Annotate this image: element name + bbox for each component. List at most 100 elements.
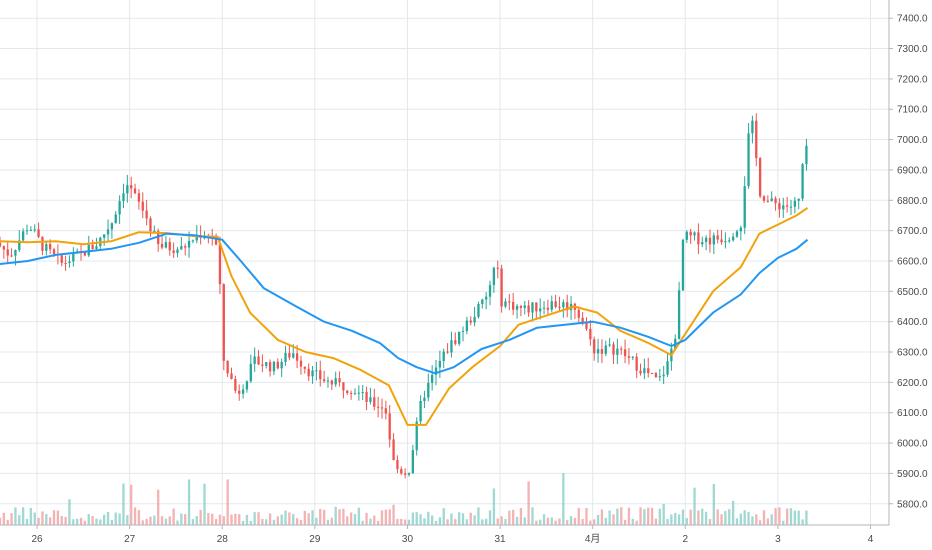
volume-bar [311,510,314,525]
candle-body [481,299,484,304]
candle-body [593,339,596,354]
candle-body [550,301,553,310]
candle-body [650,373,654,375]
volume-bar [199,509,202,525]
volume-bar [29,508,33,525]
candle-body [160,243,164,248]
candle-body [697,232,700,245]
volume-bar [442,508,445,525]
candle-body [110,223,114,230]
candle-body [334,378,337,385]
candle-body [64,262,67,264]
volume-bar [272,519,276,525]
volume-bar [45,514,48,525]
candle-body [238,390,241,394]
volume-bar [95,518,98,525]
y-tick-label: 6700.0 [897,226,928,237]
y-tick-label: 7100.0 [897,105,928,116]
volume-bar [527,481,530,525]
volume-bar [369,518,372,525]
volume-bar [458,512,461,525]
candle-body [770,198,773,202]
candle-body [712,235,715,245]
volume-bar [593,519,596,525]
candle-body [782,205,785,210]
candle-body [500,268,503,307]
volume-bar [465,519,469,525]
candle-body [365,392,368,402]
volume-bar [157,489,160,525]
volume-bar [492,488,496,525]
candle-body [45,244,48,251]
volume-bar [627,507,631,525]
volume-bar [203,483,206,525]
x-tick-label: 31 [495,534,507,545]
candle-body [218,244,222,285]
volume-bar [284,510,287,525]
candle-body [461,331,465,333]
candle-body [762,196,766,201]
volume-bar [160,516,164,525]
candle-body [153,230,156,232]
y-tick-label: 6400.0 [897,317,928,328]
candle-body [616,348,619,355]
volume-bar [758,520,762,525]
y-tick-label: 7300.0 [897,44,928,55]
candle-body [376,406,380,408]
volume-bar [620,507,623,525]
volume-bar [585,507,588,525]
candle-body [677,290,681,339]
volume-bar [535,520,538,525]
candle-body [531,302,534,313]
candle-body [681,239,685,291]
volume-bar [747,511,750,525]
volume-bar [430,515,434,525]
volume-bar [558,518,561,525]
volume-bar [261,518,264,525]
volume-bar [153,515,156,525]
volume-bar [33,512,36,525]
volume-bar [608,510,611,525]
y-tick-label: 7000.0 [897,135,928,146]
volume-bar [52,510,56,525]
candle-body [265,362,268,366]
volume-bar [604,517,607,525]
volume-bar [647,507,650,525]
candle-body [37,229,40,237]
candle-body [647,368,650,374]
volume-bar [542,514,546,525]
candle-body [303,366,306,369]
volume-bar [149,516,152,525]
volume-bar [612,514,615,525]
candle-body [504,301,507,307]
volume-bar [573,517,577,525]
candle-body [658,376,661,378]
volume-bar [407,519,411,525]
candle-body [627,356,631,358]
volume-bar [122,483,125,525]
candle-body [392,439,395,461]
volume-bar [411,512,415,525]
moving-average-fast-line [0,207,809,426]
candle-body [423,397,426,401]
candle-body [785,205,789,207]
volume-bar [735,518,739,525]
candle-body [585,322,588,329]
volume-bar [539,519,542,525]
candle-body [411,450,415,474]
candle-body [241,389,245,394]
volume-bar [0,517,2,525]
volume-bar [168,516,171,525]
volume-bar [245,514,249,525]
candle-body [388,413,391,440]
volume-bar [230,514,233,525]
volume-bar [805,510,808,525]
candle-body [214,237,218,245]
y-tick-label: 7400.0 [897,14,928,25]
candle-body [322,379,326,382]
volume-bar [141,520,144,525]
volume-bar [114,512,117,525]
candle-body [566,302,569,311]
volume-bar [569,516,573,525]
